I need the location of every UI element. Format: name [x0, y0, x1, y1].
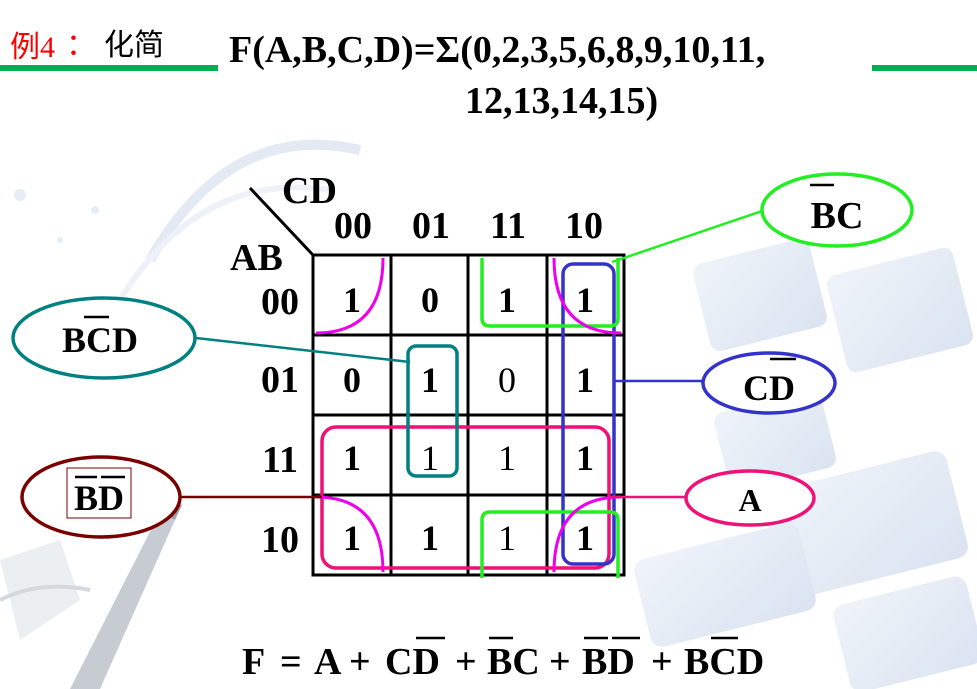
svg-text:=: =: [280, 641, 302, 683]
group-bc-bar-bottom: [480, 510, 620, 578]
cell: 1: [343, 280, 361, 320]
group-bd-bar-corner: [552, 257, 622, 335]
row-label: 10: [261, 519, 299, 561]
cell: 1: [421, 360, 439, 400]
group-bc-bar-top: [480, 258, 620, 328]
pen-icon: [0, 499, 182, 689]
term-bc-bar: BC: [760, 172, 914, 248]
svg-text:A: A: [738, 482, 761, 518]
corner-rows-label: AB: [230, 237, 283, 279]
group-bcd: [406, 344, 459, 478]
group-cd-bar: [561, 262, 616, 566]
cell: 1: [498, 518, 516, 558]
col-label: 01: [412, 205, 450, 247]
cell: 1: [343, 438, 361, 478]
svg-text:BC: BC: [487, 641, 540, 683]
result-formula: F = A + CD + BC + BD + BCD: [242, 636, 764, 683]
svg-text:CD: CD: [743, 368, 795, 408]
cell: 1: [498, 438, 516, 478]
svg-text:BC: BC: [811, 195, 864, 237]
svg-text:A: A: [314, 641, 342, 683]
svg-text:BCD: BCD: [684, 641, 764, 683]
keyboard-keys: [634, 238, 977, 689]
svg-text:+: +: [651, 641, 673, 683]
cell: 1: [576, 360, 594, 400]
cell: 1: [576, 518, 594, 558]
corner-diagonal: [248, 186, 315, 257]
kmap-col-labels: 00 01 11 10: [334, 205, 603, 247]
col-label: 00: [334, 205, 372, 247]
row-label: 11: [262, 439, 298, 481]
svg-text:+: +: [549, 641, 571, 683]
cell: 1: [343, 518, 361, 558]
svg-text:BCD: BCD: [62, 320, 138, 360]
group-a: [320, 425, 611, 570]
corner-cols-label: CD: [282, 170, 337, 212]
cell: 1: [498, 280, 516, 320]
header-task: 化简: [104, 28, 164, 63]
term-box: [66, 467, 132, 519]
term-bcd: BCD: [11, 296, 197, 380]
cell: 1: [576, 280, 594, 320]
term-bd-bar: BD: [20, 455, 182, 539]
group-bd-bar-corner: [315, 495, 385, 573]
cell: 0: [421, 280, 439, 320]
cell: 1: [421, 518, 439, 558]
cell: 0: [498, 360, 516, 400]
cell: 1: [576, 438, 594, 478]
term-cd-bar: CD: [701, 351, 837, 415]
svg-text:BD: BD: [74, 478, 124, 518]
kmap-grid: [311, 253, 626, 577]
term-a: A: [684, 469, 816, 527]
header-colon: ：: [66, 28, 96, 63]
group-bd-bar-corner: [315, 257, 385, 335]
group-bd-bar-corner: [552, 495, 622, 573]
function-line-1: F(A,B,C,D)=Σ(0,2,3,5,6,8,9,10,11,: [229, 29, 765, 71]
kmap-row-labels: 00 01 11 10: [261, 281, 299, 561]
svg-text:CD: CD: [385, 641, 440, 683]
header: 例4 ： 化简 F(A,B,C,D)=Σ(0,2,3,5,6,8,9,10,11…: [0, 28, 977, 122]
cell: 1: [421, 438, 439, 478]
connectors: [180, 208, 766, 499]
svg-text:+: +: [349, 641, 371, 683]
row-label: 00: [261, 281, 299, 323]
connector-bc-bar: [611, 208, 766, 264]
function-line-2: 12,13,14,15): [465, 80, 658, 122]
example-label: 例4: [10, 31, 55, 64]
col-label: 10: [565, 205, 603, 247]
row-label: 01: [261, 359, 299, 401]
cell: 0: [343, 360, 361, 400]
background-decoration: [0, 139, 977, 689]
kmap-cells: 1 0 1 1 0 1 0 1 1 1 1 1 1 1 1 1: [343, 280, 594, 558]
col-label: 11: [490, 205, 526, 247]
connector-bcd: [195, 336, 411, 364]
svg-text:BD: BD: [582, 641, 635, 683]
svg-text:+: +: [455, 641, 477, 683]
svg-text:F: F: [242, 641, 265, 683]
kmap-corner: CD AB: [230, 170, 337, 279]
